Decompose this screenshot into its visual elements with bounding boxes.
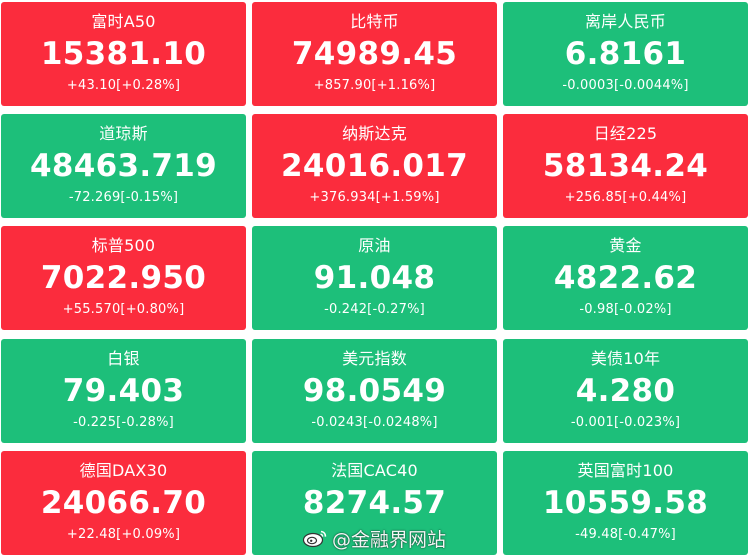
market-price: 24016.017 xyxy=(280,148,469,184)
market-name: 比特币 xyxy=(350,12,399,31)
market-change: -49.48[-0.47%] xyxy=(575,527,676,542)
market-price: 6.8161 xyxy=(564,36,687,72)
market-price: 91.048 xyxy=(313,260,436,296)
market-name: 美债10年 xyxy=(590,349,661,368)
market-name: 美元指数 xyxy=(342,349,407,368)
market-tile[interactable]: 纳斯达克 24016.017 +376.934[+1.59%] xyxy=(252,114,497,218)
market-change: -0.0243[-0.0248%] xyxy=(311,415,438,430)
market-price: 48463.719 xyxy=(29,148,218,184)
market-change: -0.0003[-0.0044%] xyxy=(562,78,689,93)
market-price: 4822.62 xyxy=(553,260,698,296)
market-name: 黄金 xyxy=(609,236,642,255)
market-tile[interactable]: 标普500 7022.950 +55.570[+0.80%] xyxy=(1,226,246,330)
market-tile[interactable]: 日经225 58134.24 +256.85[+0.44%] xyxy=(503,114,748,218)
market-name: 日经225 xyxy=(593,124,658,143)
market-price: 79.403 xyxy=(62,373,185,409)
market-tile[interactable]: 道琼斯 48463.719 -72.269[-0.15%] xyxy=(1,114,246,218)
market-change: -0.98[-0.02%] xyxy=(579,302,672,317)
market-name: 白银 xyxy=(107,349,140,368)
market-tile[interactable]: 美元指数 98.0549 -0.0243[-0.0248%] xyxy=(252,339,497,443)
market-price: 8274.57 xyxy=(302,485,447,521)
market-change: -0.001[-0.023%] xyxy=(570,415,681,430)
market-tile[interactable]: 原油 91.048 -0.242[-0.27%] xyxy=(252,226,497,330)
market-name: 道琼斯 xyxy=(99,124,148,143)
market-change: +55.570[+0.80%] xyxy=(62,302,185,317)
weibo-icon xyxy=(302,530,327,548)
market-change: +43.10[+0.28%] xyxy=(66,78,181,93)
market-name: 富时A50 xyxy=(91,12,156,31)
market-price: 24066.70 xyxy=(40,485,207,521)
market-price: 10559.58 xyxy=(542,485,709,521)
market-tile[interactable]: 富时A50 15381.10 +43.10[+0.28%] xyxy=(1,2,246,106)
market-tile[interactable]: 法国CAC40 8274.57 xyxy=(252,451,497,555)
market-price: 58134.24 xyxy=(542,148,709,184)
market-tile[interactable]: 比特币 74989.45 +857.90[+1.16%] xyxy=(252,2,497,106)
market-name: 德国DAX30 xyxy=(79,461,168,480)
watermark: @金融界网站 xyxy=(302,524,446,552)
market-change: +376.934[+1.59%] xyxy=(309,190,440,205)
market-price: 15381.10 xyxy=(40,36,207,72)
market-name: 纳斯达克 xyxy=(342,124,407,143)
market-price: 4.280 xyxy=(575,373,676,409)
market-name: 标普500 xyxy=(91,236,156,255)
market-name: 离岸人民币 xyxy=(584,12,666,31)
market-tile[interactable]: 黄金 4822.62 -0.98[-0.02%] xyxy=(503,226,748,330)
market-change: +256.85[+0.44%] xyxy=(564,190,687,205)
market-name: 原油 xyxy=(358,236,391,255)
market-tile[interactable]: 英国富时100 10559.58 -49.48[-0.47%] xyxy=(503,451,748,555)
market-change: -72.269[-0.15%] xyxy=(68,190,179,205)
market-tile[interactable]: 美债10年 4.280 -0.001[-0.023%] xyxy=(503,339,748,443)
market-tile[interactable]: 白银 79.403 -0.225[-0.28%] xyxy=(1,339,246,443)
market-price: 7022.950 xyxy=(40,260,207,296)
watermark-text: @金融界网站 xyxy=(332,528,447,551)
market-name: 英国富时100 xyxy=(577,461,674,480)
market-change: +22.48[+0.09%] xyxy=(66,527,181,542)
market-price: 98.0549 xyxy=(302,373,447,409)
market-price: 74989.45 xyxy=(291,36,458,72)
market-change: -0.225[-0.28%] xyxy=(73,415,174,430)
market-name: 法国CAC40 xyxy=(331,461,418,480)
market-tile[interactable]: 离岸人民币 6.8161 -0.0003[-0.0044%] xyxy=(503,2,748,106)
market-change: -0.242[-0.27%] xyxy=(324,302,425,317)
market-change: +857.90[+1.16%] xyxy=(313,78,436,93)
market-tile[interactable]: 德国DAX30 24066.70 +22.48[+0.09%] xyxy=(1,451,246,555)
